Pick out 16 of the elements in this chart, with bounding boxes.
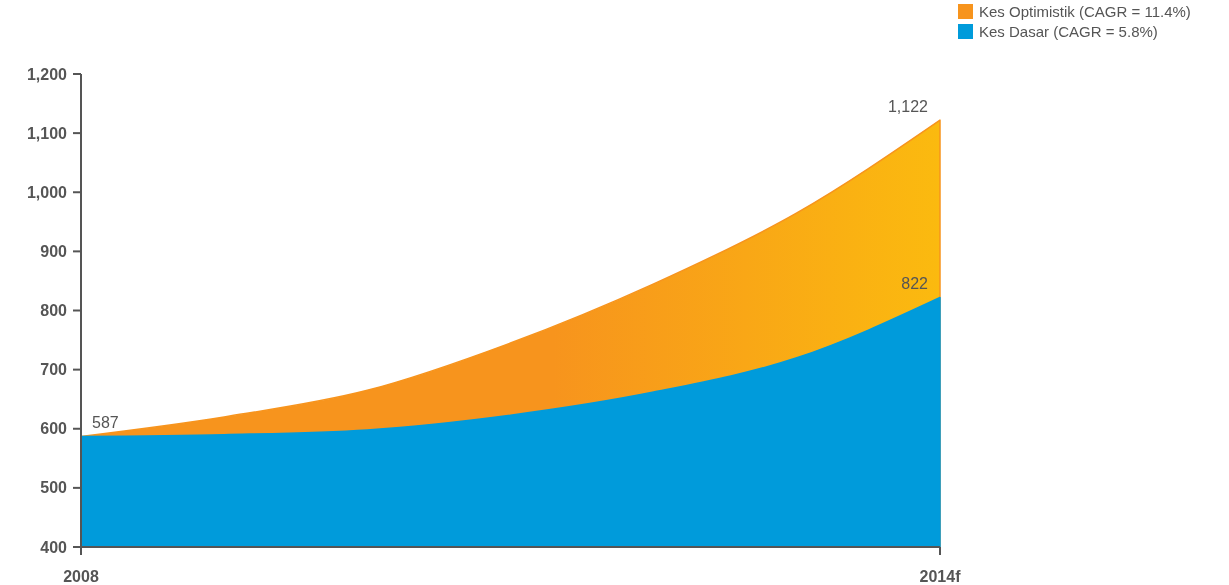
- legend-label: Kes Optimistik (CAGR = 11.4%): [979, 3, 1191, 21]
- x-tick-label: 2014f: [919, 568, 962, 585]
- data-label: 1,122: [887, 98, 929, 116]
- data-label: 822: [901, 275, 929, 293]
- y-tick-label: 900: [40, 242, 68, 260]
- y-tick-label: 1,200: [26, 65, 68, 83]
- y-tick-label: 700: [40, 361, 68, 379]
- x-tick-label: 2008: [63, 568, 99, 585]
- y-tick-label: 400: [40, 538, 68, 556]
- y-tick-label: 1,100: [26, 124, 68, 142]
- legend-label: Kes Dasar (CAGR = 5.8%): [979, 23, 1158, 41]
- y-tick-label: 800: [40, 302, 68, 320]
- y-tick-label: 600: [40, 420, 68, 438]
- data-label: 587: [92, 414, 119, 432]
- y-tick-label: 500: [40, 479, 68, 497]
- y-tick-label: 1,000: [26, 183, 68, 201]
